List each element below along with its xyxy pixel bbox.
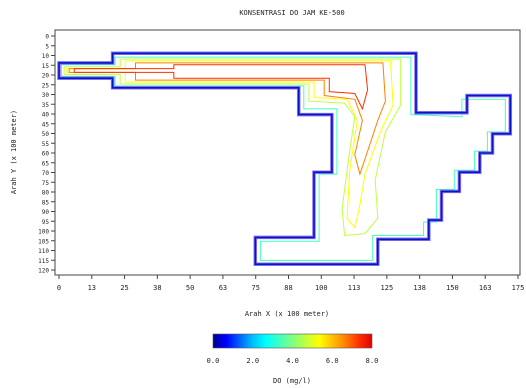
x-tick-label: 150 <box>446 284 459 292</box>
x-tick-label: 75 <box>251 284 259 292</box>
contour-line-2 <box>66 60 394 229</box>
y-tick-label: 65 <box>42 160 50 167</box>
y-tick-label: 75 <box>42 180 50 187</box>
y-tick-label: 45 <box>42 121 50 128</box>
y-axis: 0 5 10 15 20 25 30 35 40 45 50 55 60 65 70 75 80 85 90 95 10… <box>38 34 55 275</box>
colorbar-tick-label: 0.0 <box>207 357 220 365</box>
x-tick-label: 13 <box>88 284 96 292</box>
y-tick-label: 90 <box>42 209 50 216</box>
contour-line-3 <box>68 62 386 176</box>
x-tick-label: 63 <box>219 284 227 292</box>
x-tick-label: 125 <box>381 284 394 292</box>
y-tick-label: 10 <box>42 53 50 60</box>
y-tick-label: 15 <box>42 63 50 70</box>
y-tick-label: 120 <box>38 268 49 275</box>
contour-line-1 <box>63 58 402 237</box>
plot-frame <box>54 29 521 276</box>
x-tick-label: 25 <box>120 284 128 292</box>
colorbar-label: DO (mg/l) <box>273 377 311 385</box>
y-tick-label: 20 <box>42 73 50 80</box>
x-tick-label: 175 <box>512 284 525 292</box>
y-tick-label: 0 <box>45 34 49 41</box>
y-tick-label: 60 <box>42 151 50 158</box>
x-axis: 0 13 25 38 50 63 75 88 100 113 125 138 150 163 175 <box>57 275 524 292</box>
x-tick-label: 113 <box>348 284 361 292</box>
x-tick-label: 88 <box>284 284 292 292</box>
x-tick-label: 100 <box>315 284 328 292</box>
y-tick-label: 30 <box>42 92 50 99</box>
y-tick-label: 55 <box>42 141 50 148</box>
y-tick-label: 85 <box>42 199 50 206</box>
colorbar-tick-label: 8.0 <box>366 357 379 365</box>
y-tick-label: 95 <box>42 219 50 226</box>
domain-outline <box>57 51 513 266</box>
colorbar-tick-label: 2.0 <box>246 357 259 365</box>
y-axis-label: Arah Y (x 100 meter) <box>10 110 18 194</box>
y-tick-label: 40 <box>42 112 50 119</box>
x-tick-label: 138 <box>413 284 426 292</box>
y-tick-label: 70 <box>42 170 50 177</box>
x-tick-label: 163 <box>479 284 492 292</box>
x-axis-label: Arah X (x 100 meter) <box>245 310 329 318</box>
contour-line-0 <box>61 56 506 261</box>
colorbar-gradient <box>212 333 373 349</box>
colorbar-tick-label: 4.0 <box>286 357 299 365</box>
y-tick-label: 110 <box>38 248 49 255</box>
contour-line-4 <box>73 64 369 111</box>
y-tick-label: 5 <box>45 43 49 50</box>
y-tick-label: 35 <box>42 102 50 109</box>
y-tick-label: 115 <box>38 258 49 265</box>
y-tick-label: 25 <box>42 82 50 89</box>
colorbar-tick-label: 6.0 <box>326 357 339 365</box>
contour-lines <box>61 56 506 261</box>
colorbar: 0.0 2.0 4.0 6.0 8.0 <box>207 333 379 365</box>
x-tick-label: 38 <box>153 284 161 292</box>
chart-title: KONSENTRASI DO JAM KE-500 <box>239 9 344 17</box>
y-tick-label: 105 <box>38 238 49 245</box>
y-tick-label: 80 <box>42 190 50 197</box>
x-tick-label: 50 <box>186 284 194 292</box>
x-tick-label: 0 <box>57 284 61 292</box>
y-tick-label: 100 <box>38 229 49 236</box>
y-tick-label: 50 <box>42 131 50 138</box>
domain-outline-line <box>58 52 512 266</box>
